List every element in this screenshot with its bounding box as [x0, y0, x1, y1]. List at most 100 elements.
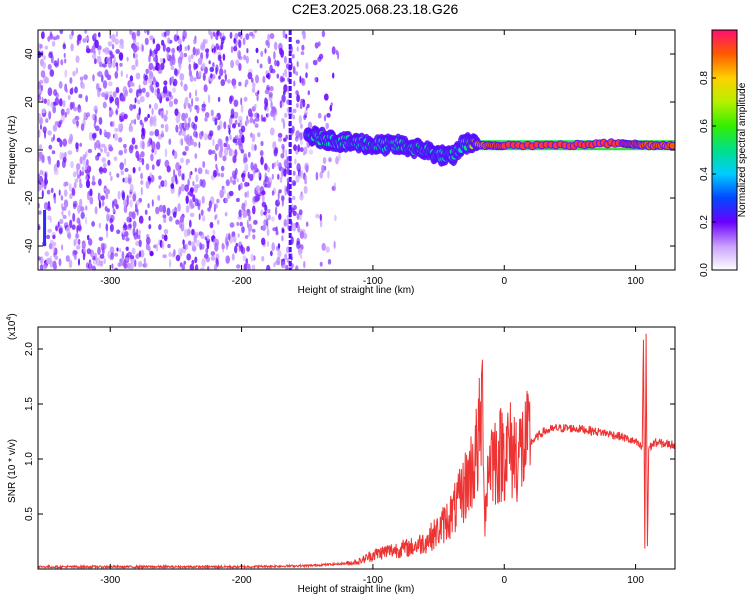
- noise-speckle: [76, 167, 79, 176]
- bottom-ytick-label: 0.5: [24, 507, 35, 521]
- noise-speckle: [134, 97, 137, 104]
- noise-speckle: [296, 94, 300, 103]
- noise-speckle: [115, 49, 120, 54]
- noise-speckle: [160, 180, 165, 188]
- top-xtick-label: -300: [100, 276, 120, 287]
- noise-speckle: [168, 100, 174, 108]
- noise-speckle: [125, 246, 129, 251]
- noise-speckle: [72, 212, 76, 222]
- noise-speckle: [164, 84, 168, 93]
- noise-speckle: [123, 143, 127, 149]
- noise-speckle: [315, 213, 320, 219]
- noise-speckle: [93, 32, 97, 39]
- noise-speckle: [72, 118, 77, 125]
- noise-speckle: [195, 97, 199, 102]
- noise-speckle: [191, 97, 194, 107]
- noise-speckle: [148, 245, 151, 254]
- noise-speckle: [59, 98, 63, 107]
- noise-speckle: [255, 47, 259, 54]
- noise-speckle: [183, 52, 187, 58]
- noise-speckle: [98, 222, 102, 229]
- noise-speckle: [200, 209, 204, 216]
- noise-speckle: [295, 39, 300, 44]
- noise-speckle: [48, 52, 53, 59]
- noise-speckle: [325, 246, 330, 253]
- noise-speckle: [143, 257, 146, 264]
- noise-speckle: [42, 126, 47, 134]
- bottom-xtick-label: -300: [100, 575, 120, 586]
- noise-speckle: [291, 222, 297, 232]
- noise-speckle: [67, 150, 73, 155]
- noise-speckle: [268, 91, 273, 98]
- noise-speckle: [143, 73, 146, 81]
- noise-speckle: [237, 31, 242, 37]
- noise-speckle: [80, 211, 85, 220]
- noise-speckle: [235, 197, 240, 203]
- noise-speckle: [145, 91, 150, 98]
- noise-speckle: [152, 38, 155, 45]
- noise-speckle: [249, 112, 254, 118]
- noise-speckle: [331, 46, 336, 55]
- noise-speckle: [152, 122, 157, 127]
- noise-speckle: [326, 112, 331, 118]
- noise-speckle: [229, 95, 233, 105]
- noise-speckle: [319, 171, 324, 179]
- noise-speckle: [261, 193, 265, 203]
- noise-speckle: [184, 243, 188, 250]
- noise-speckle: [82, 160, 86, 167]
- noise-speckle: [97, 71, 103, 78]
- noise-speckle: [114, 267, 119, 270]
- noise-speckle: [75, 55, 80, 63]
- noise-speckle: [44, 251, 50, 257]
- noise-speckle: [153, 115, 157, 124]
- noise-speckle: [187, 178, 190, 187]
- noise-speckle: [144, 30, 147, 34]
- noise-speckle: [208, 149, 213, 156]
- noise-speckle: [220, 79, 226, 87]
- noise-speckle: [251, 133, 256, 143]
- noise-speckle: [173, 68, 178, 76]
- noise-speckle: [282, 30, 286, 39]
- noise-speckle: [195, 239, 201, 247]
- noise-speckle: [179, 63, 182, 71]
- noise-speckle: [124, 176, 129, 184]
- noise-speckle: [98, 116, 103, 126]
- noise-speckle: [103, 145, 107, 154]
- noise-speckle: [264, 89, 270, 95]
- noise-speckle: [53, 196, 57, 204]
- noise-speckle: [92, 74, 95, 82]
- noise-speckle: [178, 247, 182, 256]
- noise-speckle: [278, 162, 282, 171]
- noise-speckle: [79, 156, 83, 165]
- noise-speckle: [281, 235, 284, 242]
- noise-speckle: [234, 39, 238, 48]
- noise-speckle: [148, 224, 152, 230]
- noise-speckle: [52, 105, 57, 114]
- noise-speckle: [238, 81, 242, 87]
- noise-speckle: [99, 128, 102, 136]
- noise-speckle: [299, 75, 302, 84]
- noise-speckle: [213, 263, 218, 270]
- noise-speckle: [246, 245, 251, 252]
- noise-speckle: [186, 253, 192, 261]
- noise-speckle: [47, 130, 52, 136]
- noise-speckle: [267, 240, 269, 248]
- noise-speckle: [203, 84, 208, 93]
- noise-speckle: [210, 73, 213, 79]
- noise-speckle: [182, 151, 187, 156]
- noise-speckle: [299, 254, 303, 259]
- noise-speckle: [304, 162, 309, 171]
- noise-speckle: [100, 242, 105, 251]
- noise-speckle: [65, 255, 70, 262]
- noise-speckle: [72, 101, 75, 110]
- noise-speckle: [168, 91, 172, 98]
- noise-speckle: [234, 33, 239, 40]
- noise-speckle: [246, 190, 250, 198]
- noise-speckle: [59, 119, 63, 125]
- noise-speckle: [118, 52, 124, 61]
- noise-speckle: [203, 133, 209, 141]
- noise-speckle: [204, 117, 208, 122]
- noise-speckle: [125, 257, 129, 262]
- noise-speckle: [170, 183, 175, 190]
- noise-speckle: [291, 207, 295, 213]
